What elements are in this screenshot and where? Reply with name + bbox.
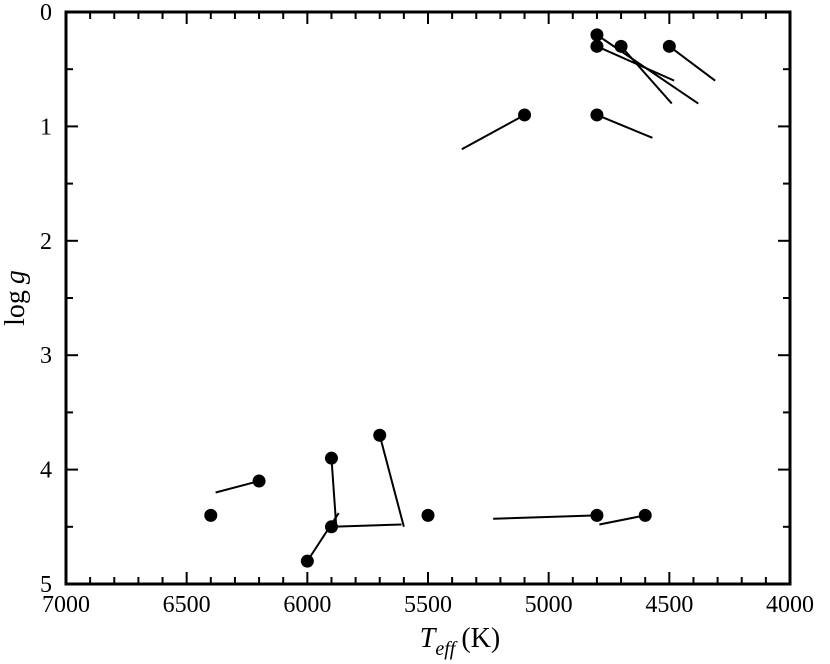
- y-tick-label: 0: [40, 0, 52, 26]
- tick-labels-group: 7000 6500 6000 5500 5000 4500 4000 0 1 2 3 4 5: [40, 0, 814, 618]
- data-point: [590, 108, 604, 122]
- data-point: [614, 39, 628, 53]
- shift-line: [306, 512, 340, 562]
- x-axis-label-subscript: eff: [435, 638, 457, 660]
- shift-line: [599, 514, 646, 526]
- x-tick-label: 6000: [283, 592, 331, 618]
- data-point: [324, 520, 338, 534]
- y-tick-label: 3: [40, 343, 52, 369]
- x-tick-label: 7000: [42, 592, 90, 618]
- shift-line: [215, 480, 260, 494]
- shift-line: [330, 458, 338, 527]
- data-point: [373, 428, 387, 442]
- y-tick-label: 2: [40, 229, 52, 255]
- y-tick-label: 1: [40, 114, 52, 140]
- x-axis-label: Teff (K): [420, 623, 500, 660]
- y-tick-label: 5: [40, 572, 52, 598]
- data-point: [204, 508, 218, 522]
- data-point: [638, 508, 652, 522]
- x-axis-label-symbol: T: [420, 623, 438, 654]
- data-point: [324, 451, 338, 465]
- x-tick-label: 4000: [766, 592, 814, 618]
- x-tick-label: 6500: [163, 592, 211, 618]
- shift-line: [620, 45, 673, 105]
- data-point: [590, 508, 604, 522]
- shift-line: [331, 523, 402, 528]
- shift-lines-group: [215, 34, 716, 562]
- shift-line: [493, 514, 597, 520]
- shift-line: [668, 45, 716, 82]
- y-axis-label-prefix: log: [0, 290, 31, 326]
- x-axis-label-unit: (K): [461, 623, 500, 654]
- axis-ticks-group: [65, 11, 791, 585]
- plot-frame-group: [64, 10, 792, 586]
- x-tick-label: 5500: [404, 592, 452, 618]
- shift-line: [461, 114, 526, 151]
- data-point: [518, 108, 532, 122]
- y-axis-label: log g: [0, 270, 31, 326]
- data-point: [300, 554, 314, 568]
- data-points-group: [204, 28, 676, 568]
- x-tick-label: 4500: [645, 592, 693, 618]
- x-tick-label: 5000: [525, 592, 573, 618]
- data-point: [252, 474, 266, 488]
- data-point: [662, 39, 676, 53]
- data-point: [421, 508, 435, 522]
- shift-line: [378, 435, 405, 528]
- data-point: [590, 28, 604, 42]
- plot-frame: [64, 10, 792, 586]
- y-tick-label: 4: [40, 458, 52, 484]
- data-point: [590, 39, 604, 53]
- shift-line: [596, 114, 653, 139]
- y-axis-label-symbol: g: [0, 270, 31, 284]
